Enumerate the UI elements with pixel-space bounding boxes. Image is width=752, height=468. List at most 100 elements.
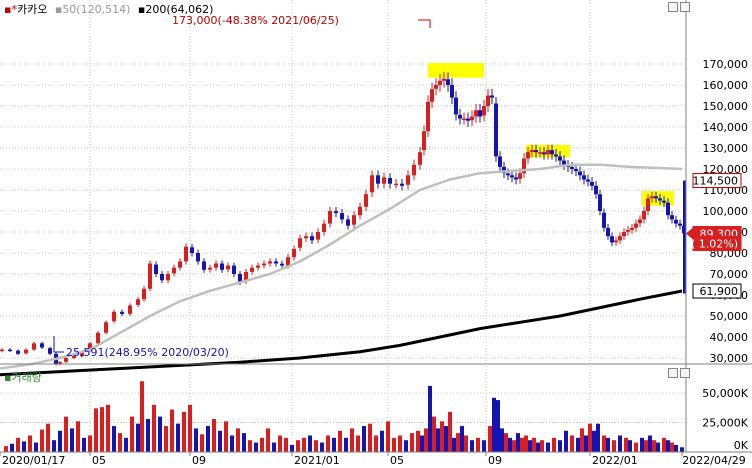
candle-body bbox=[202, 261, 206, 270]
volume-bar bbox=[656, 442, 660, 452]
volume-bar bbox=[500, 428, 504, 452]
volume-bar bbox=[374, 435, 378, 452]
volume-bar bbox=[558, 440, 562, 452]
candle-body bbox=[112, 311, 116, 322]
candle-body bbox=[208, 267, 212, 270]
volume-bar bbox=[344, 437, 348, 452]
candle-body bbox=[434, 85, 438, 89]
volume-legend: ▪거래량 bbox=[4, 369, 42, 385]
volume-bar bbox=[272, 442, 276, 452]
price-tick-label: 170,000 bbox=[703, 58, 749, 71]
volume-bar bbox=[602, 435, 606, 452]
candle-body bbox=[286, 257, 290, 266]
volume-bar bbox=[194, 428, 198, 452]
volume-bar bbox=[16, 437, 20, 452]
candle-body bbox=[478, 110, 482, 117]
volume-bar bbox=[332, 437, 336, 452]
candle-body bbox=[160, 274, 164, 281]
candle-body bbox=[494, 103, 498, 157]
candle-body bbox=[442, 78, 446, 81]
candle-body bbox=[256, 265, 260, 268]
volume-bar bbox=[532, 437, 536, 452]
candle-body bbox=[570, 166, 574, 169]
price-tag-box bbox=[692, 173, 742, 189]
candle-body bbox=[32, 343, 36, 350]
candle-body bbox=[586, 179, 590, 182]
volume-bar bbox=[362, 426, 366, 452]
volume-bars bbox=[4, 381, 684, 452]
legend-ma50-text: 50(120,514) bbox=[62, 3, 131, 16]
candle-body bbox=[562, 160, 566, 165]
volume-bar bbox=[420, 435, 424, 452]
candle-body bbox=[642, 211, 646, 220]
candle-body bbox=[486, 95, 490, 106]
volume-bar bbox=[76, 421, 80, 452]
candle-body bbox=[244, 271, 248, 282]
candle-body bbox=[670, 215, 674, 220]
annotation-low: 25,591(248.95% 2020/03/20) bbox=[66, 346, 229, 359]
candle-body bbox=[626, 229, 630, 232]
price-pane-close-button[interactable] bbox=[680, 2, 690, 12]
candle-body bbox=[274, 261, 278, 264]
candle-body bbox=[638, 219, 642, 224]
candle-body bbox=[462, 118, 466, 121]
volume-bar bbox=[398, 435, 402, 452]
highlight-box bbox=[428, 62, 484, 78]
x-tick-label: 2020/01/17 bbox=[2, 454, 65, 467]
volume-bar bbox=[624, 437, 628, 452]
candle-body bbox=[196, 253, 200, 262]
candle-body bbox=[602, 212, 606, 228]
price-tag-label: ( 1.02%) bbox=[691, 238, 738, 251]
candle-body bbox=[178, 261, 182, 268]
candle-body bbox=[518, 173, 522, 179]
volume-pane-close-button[interactable] bbox=[680, 368, 690, 378]
volume-bar bbox=[666, 440, 670, 452]
volume-pane-settings-button[interactable] bbox=[668, 368, 678, 378]
x-tick-label: 2022/01 bbox=[592, 454, 638, 467]
price-tick-label: 100,000 bbox=[703, 205, 749, 218]
current-price-pointer bbox=[686, 227, 693, 240]
volume-bar bbox=[606, 437, 610, 452]
candle-body bbox=[214, 263, 218, 268]
candle-body bbox=[610, 236, 614, 243]
volume-bar bbox=[492, 397, 496, 452]
volume-bar bbox=[680, 447, 684, 452]
candle-body bbox=[470, 116, 474, 121]
volume-bar bbox=[592, 430, 596, 452]
candle-body bbox=[474, 110, 478, 117]
candle-body bbox=[482, 106, 486, 116]
candle-body bbox=[64, 358, 68, 362]
volume-bar bbox=[576, 437, 580, 452]
volume-bar bbox=[212, 418, 216, 452]
candle-body bbox=[238, 274, 242, 283]
volume-bar bbox=[320, 442, 324, 452]
ma50-line bbox=[0, 163, 683, 370]
candle-body bbox=[430, 89, 434, 102]
candle-body bbox=[316, 232, 320, 240]
candle-body bbox=[400, 183, 404, 186]
price-tag-label: 61,900 bbox=[700, 285, 739, 298]
candle-body bbox=[606, 227, 610, 237]
volume-gridlines bbox=[0, 392, 686, 423]
price-tick-label: 30,000 bbox=[710, 352, 749, 365]
volume-bar bbox=[552, 437, 556, 452]
candle-body bbox=[438, 80, 442, 85]
price-pane-settings-button[interactable] bbox=[668, 2, 678, 12]
candle-body bbox=[490, 95, 494, 98]
volume-bar bbox=[496, 400, 500, 452]
price-tick-label: 70,000 bbox=[710, 268, 749, 281]
volume-bar bbox=[218, 430, 222, 452]
volume-bar bbox=[456, 433, 460, 452]
candle-body bbox=[506, 173, 510, 176]
candle-body bbox=[268, 261, 272, 264]
candle-body bbox=[622, 232, 626, 237]
candle-body bbox=[534, 150, 538, 153]
candle-body bbox=[364, 194, 368, 207]
candle-body bbox=[458, 114, 462, 119]
x-axis: 2020/01/17 05 09 2021/01 05 09 2022/01 2022/04/… bbox=[0, 452, 746, 467]
candle-body bbox=[0, 349, 4, 352]
volume-bar bbox=[386, 421, 390, 452]
candle-body bbox=[514, 177, 518, 180]
candle-body bbox=[426, 101, 430, 132]
